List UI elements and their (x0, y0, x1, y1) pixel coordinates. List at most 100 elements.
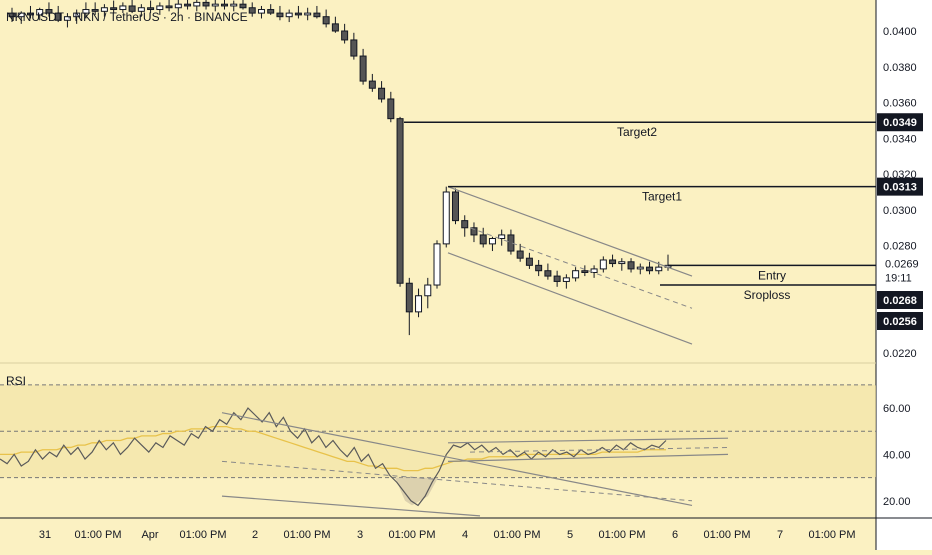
candle-body (294, 12, 302, 16)
candle-body (553, 275, 561, 282)
channel-lower-line (447, 252, 693, 345)
price-tick-label: 0.0400 (883, 26, 917, 38)
time-tick-label: 2 (252, 529, 258, 541)
candle-body (396, 118, 404, 284)
rsi-channel-upper (447, 437, 729, 444)
candle-body (110, 7, 118, 11)
candle-body (655, 266, 663, 272)
candle-body (184, 3, 192, 7)
price-tag-label: 0.0349 (883, 117, 917, 129)
time-tick-label: 6 (672, 529, 678, 541)
candle-body (128, 5, 136, 12)
time-tick-label: 31 (39, 529, 51, 541)
time-tick-label: 01:00 PM (388, 529, 435, 541)
candle-body (193, 1, 201, 7)
time-tick-label: 5 (567, 529, 573, 541)
time-tick-label: 01:00 PM (283, 529, 330, 541)
time-tick-label: 01:00 PM (703, 529, 750, 541)
price-tag (877, 177, 923, 196)
candle-body (581, 270, 589, 274)
time-tick-label: Apr (141, 529, 158, 541)
rsi-tick-label: 20.00 (883, 496, 911, 508)
level-label: Entry (758, 268, 786, 282)
candle-body (590, 268, 598, 273)
candle-body (479, 234, 487, 245)
candle-body (599, 259, 607, 270)
candle-body (147, 7, 155, 11)
candle-body (54, 12, 62, 21)
candle-body (470, 227, 478, 236)
time-tick-label: 3 (357, 529, 363, 541)
rsi-channel-mid (469, 446, 729, 453)
time-tick-label: 01:00 PM (808, 529, 855, 541)
candle-body (572, 270, 580, 279)
candle-body (368, 80, 376, 89)
price-tag-label: 0.0256 (883, 316, 917, 328)
candle-body (100, 7, 108, 12)
candle-body (618, 261, 626, 265)
candle-body (424, 284, 432, 297)
candle-body (174, 3, 182, 9)
candle-body (17, 12, 25, 18)
rsi-trendline (221, 412, 693, 506)
price-tick-label: 0.0340 (883, 133, 917, 145)
price-tag (877, 312, 923, 330)
candle-body (646, 266, 654, 272)
candle-body (405, 282, 413, 313)
time-tick-label: 01:00 PM (598, 529, 645, 541)
chart-title: NKNUSDT · NKN / TetherUS · 2h · BINANCE (6, 10, 248, 24)
candle-body (562, 277, 570, 282)
candle-body (82, 9, 90, 14)
candle-body (63, 16, 71, 21)
candle-body (137, 7, 145, 12)
time-tick-label: 4 (462, 529, 468, 541)
candle-body (313, 12, 321, 18)
rsi-trendline-dashed (221, 460, 693, 502)
candle-body (156, 5, 164, 11)
price-tick-label: 0.0300 (883, 205, 917, 217)
price-tick-label: 0.0380 (883, 62, 917, 74)
candle-body (36, 9, 44, 16)
candle-body (636, 266, 644, 270)
candle-body (516, 250, 524, 259)
price-tick-label: 0.0220 (883, 348, 917, 360)
candle-body (433, 243, 441, 286)
candle-body (304, 12, 312, 16)
time-tick-label: 01:00 PM (74, 529, 121, 541)
candle-body (359, 55, 367, 82)
candle-body (461, 220, 469, 229)
candle-body (535, 264, 543, 272)
candle-body (73, 12, 81, 18)
candle-body (8, 12, 16, 18)
candle-body (544, 270, 552, 277)
candle-body (91, 9, 99, 12)
price-tag-label: 0.0268 (883, 295, 917, 307)
axis-panel (876, 0, 932, 550)
candle-body (165, 5, 173, 9)
candle-body (248, 7, 256, 14)
candle-body (267, 9, 275, 14)
candle-body (507, 234, 515, 252)
candle-body (609, 259, 617, 265)
candle-body (202, 1, 210, 7)
countdown-label: 19:11 (885, 272, 912, 284)
price-tick-label: 0.0360 (883, 98, 917, 110)
level-label: Sroploss (744, 288, 791, 302)
candle-body (285, 12, 293, 18)
candle-body (525, 257, 533, 266)
candle-body (488, 238, 496, 245)
candle-body (230, 3, 238, 7)
candle-body (378, 87, 386, 100)
time-tick-label: 01:00 PM (493, 529, 540, 541)
rsi-trendline-lower (221, 495, 481, 517)
price-tag-label: 0.0313 (883, 182, 917, 194)
candle-body (221, 3, 229, 7)
price-tick-label: 0.0280 (883, 241, 917, 253)
candle-body (257, 9, 265, 14)
candle-body (322, 16, 330, 25)
candle-body (627, 261, 635, 270)
price-tag (877, 291, 923, 309)
rsi-tick-label: 40.00 (883, 449, 911, 461)
